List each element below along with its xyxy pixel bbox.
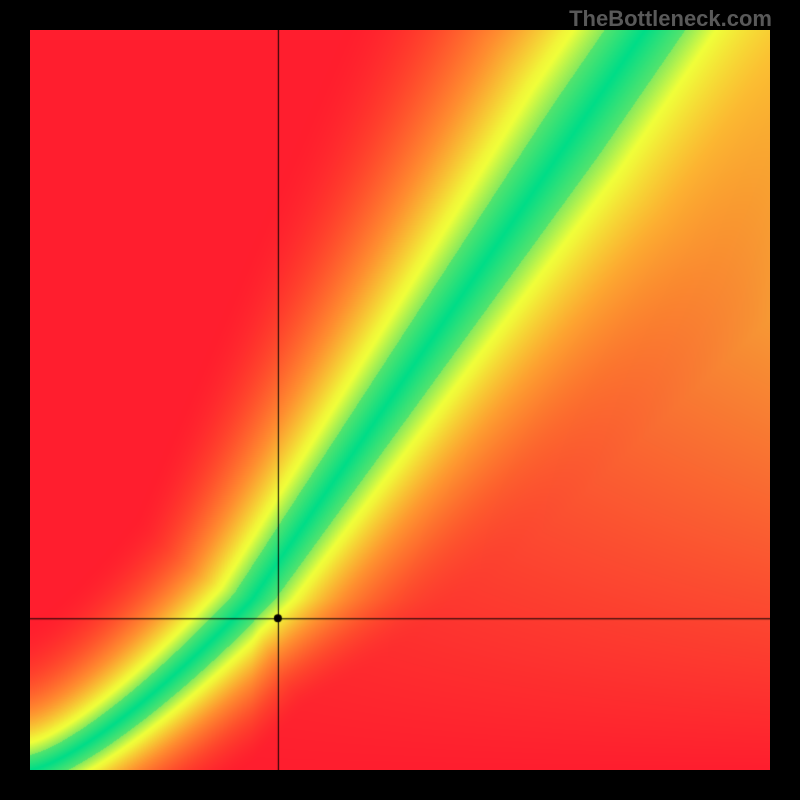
watermark-text: TheBottleneck.com (569, 6, 772, 32)
chart-container: { "watermark": { "text": "TheBottleneck.… (0, 0, 800, 800)
bottleneck-heatmap (30, 30, 770, 770)
